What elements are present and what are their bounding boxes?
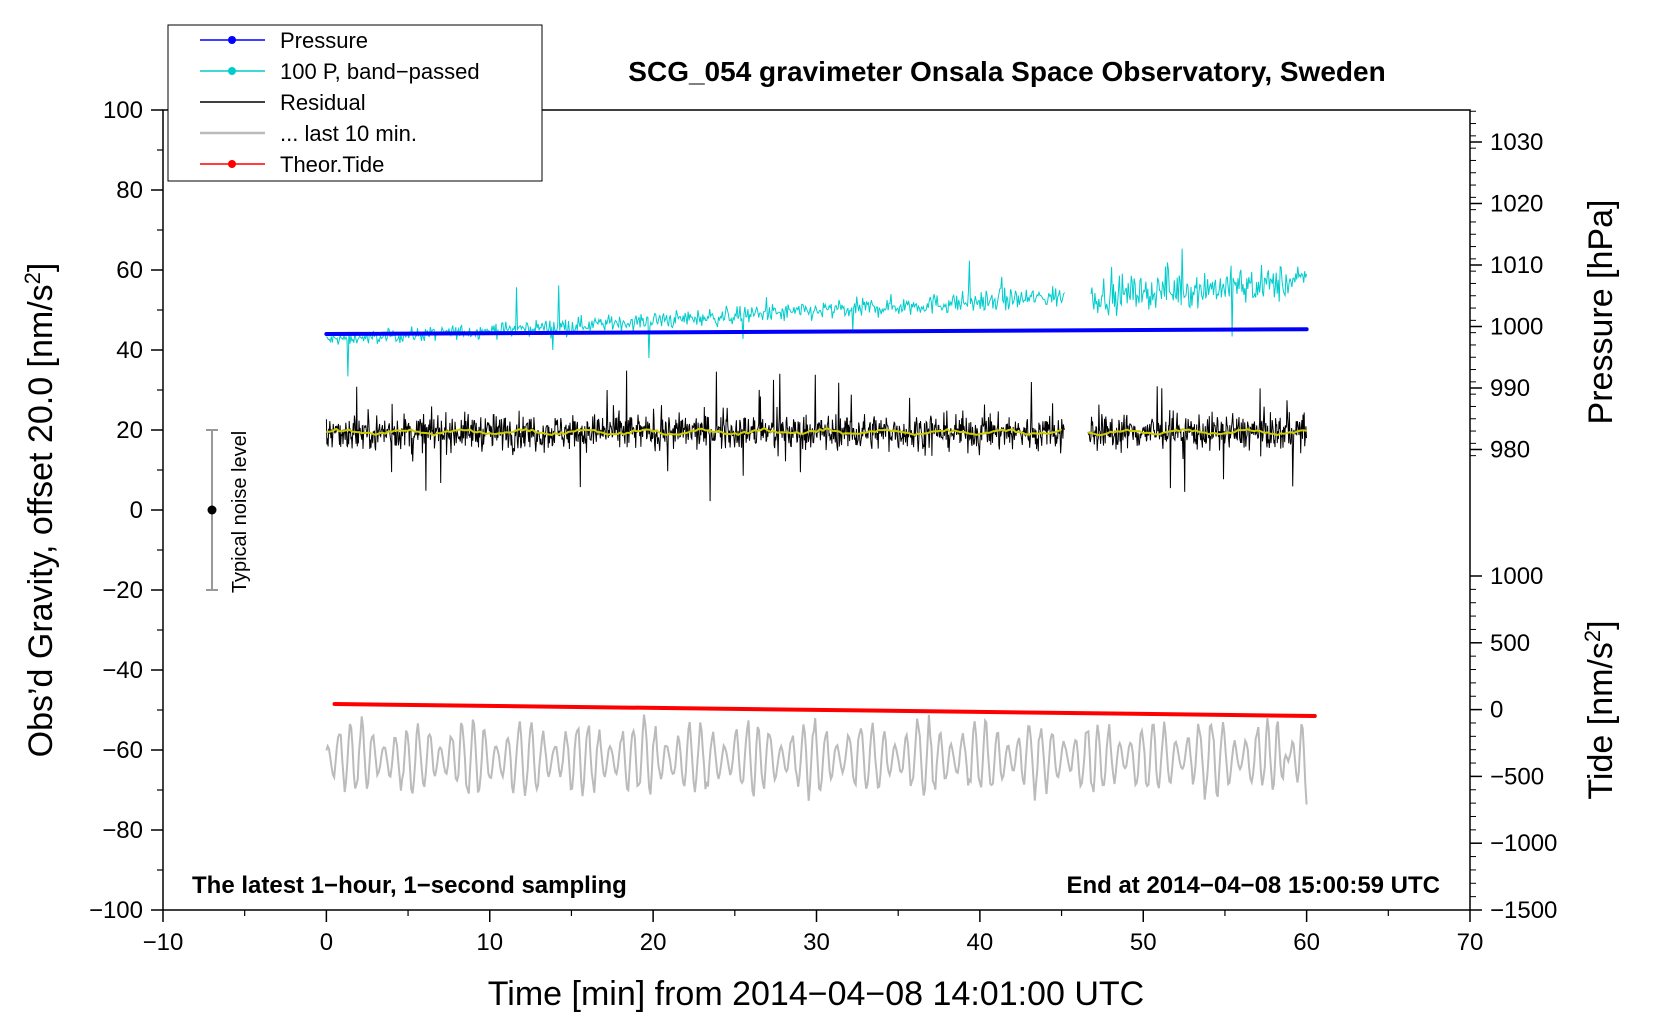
chart-title: SCG_054 gravimeter Onsala Space Observat…	[628, 56, 1385, 87]
y-tick-label: −100	[89, 897, 143, 924]
y-tick-label: 40	[116, 337, 143, 364]
series-layer	[324, 248, 1317, 805]
legend-marker-0	[228, 36, 236, 44]
y-tick-label: −60	[102, 737, 143, 764]
series-theoretical-tide	[332, 702, 1317, 718]
x-tick-label: 40	[967, 929, 994, 956]
legend-marker-1	[228, 67, 236, 75]
x-tick-label: 10	[476, 929, 503, 956]
y-tick-label: −40	[102, 657, 143, 684]
pressure-tick-label: 1010	[1490, 252, 1543, 279]
tide-tick-label: −500	[1490, 763, 1544, 790]
y-axis-tide-label: Tide [nm/s2]	[1580, 620, 1620, 799]
tide-tick-label: −1500	[1490, 897, 1557, 924]
x-tick-label: 20	[640, 929, 667, 956]
x-tick-label: 50	[1130, 929, 1157, 956]
pressure-tick-label: 990	[1490, 375, 1530, 402]
legend-label-2: Residual	[280, 90, 366, 115]
legend-marker-4	[228, 160, 236, 168]
tide-tick-label: −1000	[1490, 830, 1557, 857]
y-tick-label: 80	[116, 177, 143, 204]
tide-tick-label: 1000	[1490, 563, 1543, 590]
noise-level-label: Typical noise level	[229, 431, 251, 593]
pressure-tick-label: 1020	[1490, 191, 1543, 218]
x-tick-label: 0	[320, 929, 333, 956]
tide-tick-label: 500	[1490, 630, 1530, 657]
legend-label-4: Theor.Tide	[280, 152, 384, 177]
tide-tick-label: 0	[1490, 697, 1503, 724]
y-tick-label: −80	[102, 817, 143, 844]
noise-bar-center-dot	[207, 505, 217, 515]
x-tick-label: 60	[1293, 929, 1320, 956]
pressure-tick-label: 1000	[1490, 314, 1543, 341]
x-tick-label: 30	[803, 929, 830, 956]
legend-label-1: 100 P, band−passed	[280, 59, 480, 84]
series-last-10-min	[325, 714, 1308, 805]
y-tick-label: 100	[103, 97, 143, 124]
legend-label-0: Pressure	[280, 28, 368, 53]
y-tick-label: 60	[116, 257, 143, 284]
legend-box	[167, 24, 543, 182]
x-axis-label: Time [min] from 2014−04−08 14:01:00 UTC	[488, 975, 1144, 1013]
y-axis-left-label: Obs’d Gravity, offset 20.0 [nm/s2]	[20, 263, 60, 758]
y-tick-label: −20	[102, 577, 143, 604]
annotation-end-time: End at 2014−04−08 15:00:59 UTC	[1066, 872, 1440, 899]
annotation-sampling: The latest 1−hour, 1−second sampling	[192, 872, 627, 899]
pressure-tick-label: 1030	[1490, 129, 1543, 156]
series-bandpassed-pressure	[326, 248, 1308, 377]
legend-label-3: ... last 10 min.	[280, 121, 417, 146]
y-tick-label: 0	[130, 497, 143, 524]
pressure-tick-label: 980	[1490, 437, 1530, 464]
y-axis-left: −100 −80 −60 −40 −20 0 20 40 60 80 100	[89, 97, 163, 924]
series-pressure	[324, 327, 1309, 336]
x-axis: −10 0 10 20 30 40 50 60 70	[143, 910, 1484, 956]
series-residual-smoothed	[326, 426, 1307, 437]
noise-level-bar	[206, 429, 219, 591]
legend: Pressure 100 P, band−passed Residual ... la…	[167, 24, 543, 182]
y-axis-tide: −1500 −1000 −500 0 500 1000	[1470, 563, 1557, 924]
x-tick-label: −10	[143, 929, 184, 956]
y-axis-pressure: 980 990 1000 1010 1020 1030	[1470, 110, 1543, 464]
y-tick-label: 20	[116, 417, 143, 444]
x-tick-label: 70	[1457, 929, 1484, 956]
y-axis-pressure-label: Pressure [hPa]	[1582, 200, 1620, 425]
